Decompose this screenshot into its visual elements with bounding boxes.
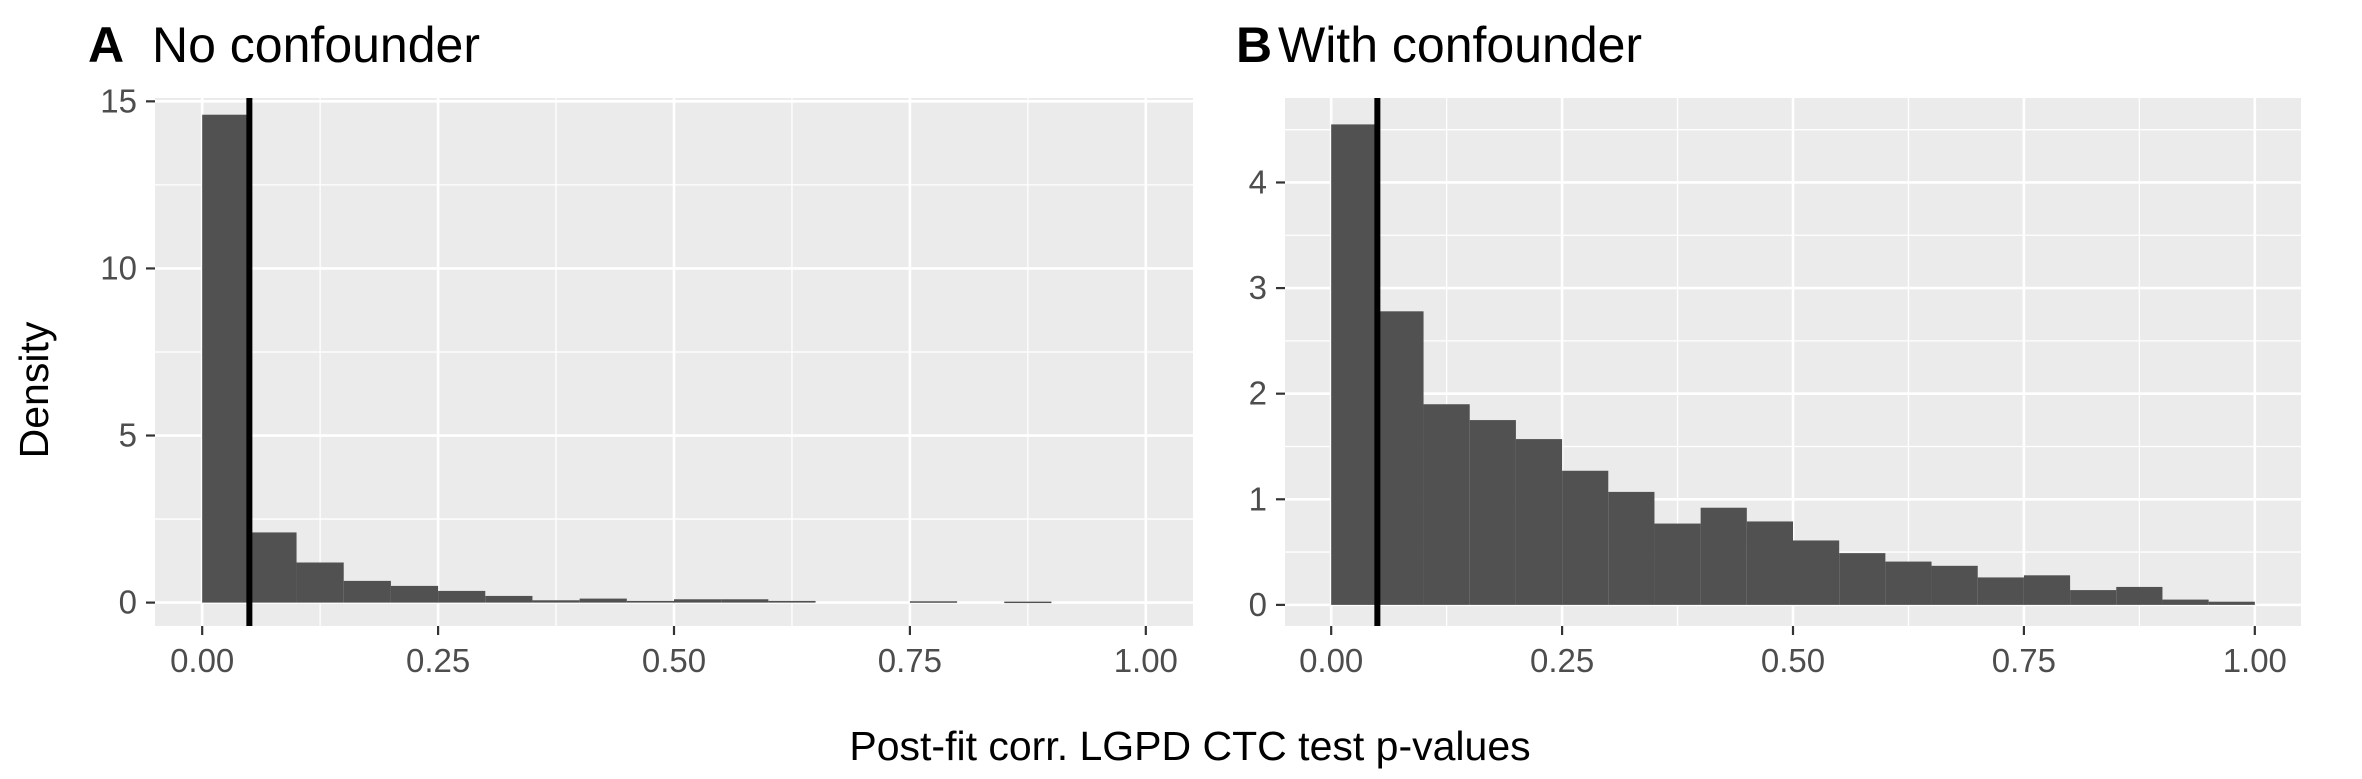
panel-a-histogram-bar bbox=[626, 600, 674, 603]
panel-b-histogram-bar bbox=[1839, 553, 1886, 605]
panel-a: 0 5 10 15 0.00 0.25 0.50 0.75 1.00 A No confounder bbox=[88, 17, 1193, 679]
panel-b-histogram-bar bbox=[1977, 577, 2024, 605]
panel-b-y-tick-label: 2 bbox=[1249, 375, 1267, 412]
panel-a-x-tick-label: 1.00 bbox=[1114, 642, 1178, 679]
panel-b-histogram-bar bbox=[1931, 565, 1978, 605]
panel-b-histogram-bar bbox=[2023, 575, 2071, 605]
panel-a-title: No confounder bbox=[152, 17, 480, 73]
panel-b-y-tick-label: 3 bbox=[1249, 269, 1267, 306]
panel-b-histogram-bar bbox=[1746, 521, 1793, 605]
panel-a-y-tick-label: 15 bbox=[100, 82, 137, 119]
panel-b-histogram-bar bbox=[2116, 586, 2163, 605]
panel-a-histogram-bar bbox=[296, 562, 344, 603]
panel-a-histogram-bar bbox=[485, 595, 533, 603]
panel-b-y-tick-label: 1 bbox=[1249, 480, 1267, 517]
panel-b-tag: B bbox=[1236, 17, 1272, 73]
panel-a-y-tick-label: 0 bbox=[119, 584, 137, 621]
panel-a-histogram-bar bbox=[1004, 601, 1052, 604]
panel-b-x-tick-label: 0.75 bbox=[1992, 642, 2056, 679]
panel-b-x-tick-label: 0.50 bbox=[1761, 642, 1825, 679]
panel-b-x-tick-label: 0.25 bbox=[1530, 642, 1594, 679]
panel-a-x-tick-label: 0.00 bbox=[170, 642, 234, 679]
panel-b-histogram-bar bbox=[1377, 311, 1424, 605]
panel-a-histogram-bar bbox=[438, 590, 486, 603]
panel-a-histogram-bar bbox=[721, 599, 769, 603]
panel-b-histogram-bar bbox=[1423, 404, 1470, 605]
panel-a-x-tick-label: 0.50 bbox=[642, 642, 706, 679]
panel-b-y-tick-label: 0 bbox=[1249, 586, 1267, 623]
panel-a-histogram-bar bbox=[249, 532, 297, 603]
panel-b-y-tick-label: 4 bbox=[1249, 163, 1267, 200]
panel-a-tag: A bbox=[88, 17, 124, 73]
panel-b: 0 1 2 3 4 0.00 0.25 0.50 0.75 1.00 B With confounde… bbox=[1236, 17, 2301, 679]
panel-b-histogram-bar bbox=[1654, 523, 1701, 605]
x-axis-title: Post-fit corr. LGPD CTC test p-values bbox=[849, 723, 1530, 769]
y-axis-title: Density bbox=[11, 321, 57, 458]
panel-b-histogram-bar bbox=[2208, 601, 2255, 605]
panel-b-histogram-bar bbox=[1469, 420, 1516, 605]
panel-b-histogram-bar bbox=[1608, 491, 1655, 605]
panel-a-y-tick-label: 5 bbox=[119, 417, 137, 454]
panel-b-title: With confounder bbox=[1278, 17, 1642, 73]
panel-a-histogram-bar bbox=[390, 585, 439, 603]
panel-b-x-tick-label: 1.00 bbox=[2223, 642, 2287, 679]
panel-a-histogram-bar bbox=[532, 600, 580, 603]
panel-a-histogram-bar bbox=[909, 601, 958, 603]
panel-b-histogram-bar bbox=[1700, 507, 1747, 605]
panel-b-histogram-bar bbox=[1562, 470, 1609, 605]
panel-a-y-tick-label: 10 bbox=[100, 249, 137, 286]
panel-a-histogram-bar bbox=[674, 599, 722, 603]
panel-a-histogram-bar bbox=[202, 114, 250, 603]
panel-a-histogram-bar bbox=[768, 600, 816, 603]
panel-a-histogram-bar bbox=[343, 580, 391, 603]
panel-a-x-tick-label: 0.75 bbox=[878, 642, 942, 679]
panel-b-histogram-bar bbox=[1515, 439, 1563, 605]
panel-b-histogram-bar bbox=[1885, 561, 1932, 605]
panel-b-histogram-bar bbox=[2162, 599, 2209, 605]
panel-b-histogram-bar bbox=[2070, 590, 2117, 605]
panel-b-histogram-bar bbox=[1793, 540, 1840, 605]
panel-a-x-tick-label: 0.25 bbox=[406, 642, 470, 679]
panel-b-x-tick-label: 0.00 bbox=[1299, 642, 1363, 679]
panel-a-histogram-bar bbox=[579, 598, 627, 603]
panel-b-histogram-bar bbox=[1331, 124, 1378, 605]
